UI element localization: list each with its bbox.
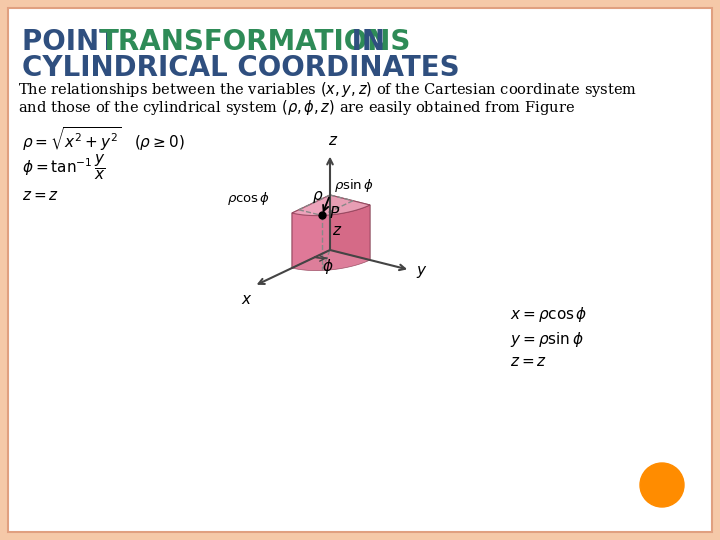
FancyBboxPatch shape xyxy=(8,8,712,532)
Text: $\rho = \sqrt{x^2 + y^2}$   $(\rho \geq 0)$: $\rho = \sqrt{x^2 + y^2}$ $(\rho \geq 0)… xyxy=(22,125,184,153)
Text: P: P xyxy=(330,206,339,221)
Polygon shape xyxy=(330,195,370,260)
Text: $\rho \sin\phi$: $\rho \sin\phi$ xyxy=(334,177,374,194)
Text: The relationships between the variables $(x, y, z)$ of the Cartesian coordinate : The relationships between the variables … xyxy=(18,80,637,99)
Text: x: x xyxy=(241,292,250,307)
Polygon shape xyxy=(292,195,370,215)
Text: CYLINDRICAL COORDINATES: CYLINDRICAL COORDINATES xyxy=(22,54,459,82)
Text: IN: IN xyxy=(342,28,385,56)
Text: $\phi$: $\phi$ xyxy=(322,257,333,276)
Polygon shape xyxy=(292,195,330,268)
Circle shape xyxy=(640,463,684,507)
Text: TRANSFORMATIONS: TRANSFORMATIONS xyxy=(100,28,411,56)
Text: $y = \rho \sin\phi$: $y = \rho \sin\phi$ xyxy=(510,330,584,349)
Text: $\rho$: $\rho$ xyxy=(312,189,323,205)
Text: and those of the cylindrical system $(\rho, \phi, z)$ are easily obtained from F: and those of the cylindrical system $(\r… xyxy=(18,98,575,117)
Text: $x = \rho \cos\phi$: $x = \rho \cos\phi$ xyxy=(510,305,588,324)
Text: $\phi = \tan^{-1}\dfrac{y}{x}$: $\phi = \tan^{-1}\dfrac{y}{x}$ xyxy=(22,152,106,182)
Text: $z = z$: $z = z$ xyxy=(510,355,547,369)
Text: $z = z$: $z = z$ xyxy=(22,188,59,203)
Text: y: y xyxy=(416,262,425,278)
Text: POINT: POINT xyxy=(22,28,127,56)
Text: $\rho \cos\phi$: $\rho \cos\phi$ xyxy=(227,190,270,207)
Text: z: z xyxy=(328,133,336,148)
Polygon shape xyxy=(292,205,370,271)
Text: $z$: $z$ xyxy=(332,223,342,238)
